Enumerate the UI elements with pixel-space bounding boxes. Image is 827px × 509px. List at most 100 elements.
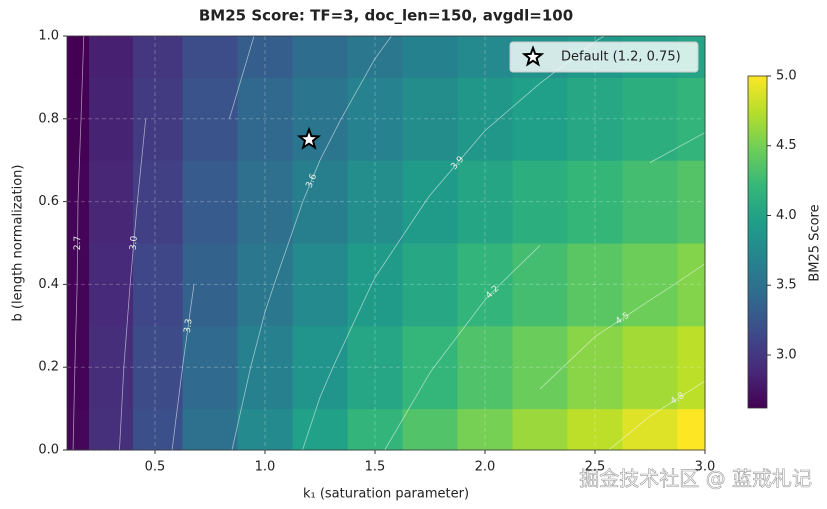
heat-cell [567,243,623,327]
heat-cell [402,408,458,451]
contour-line [137,118,147,202]
contour-line [649,284,675,301]
contour-line [123,284,131,368]
colorbar-tick-label: 4.0 [776,208,797,223]
contour-line [498,83,541,120]
heat-cell [402,243,458,327]
heat-cell [67,77,90,161]
x-tick-label: 2.0 [475,460,496,475]
colorbar-tick-label: 4.5 [776,138,797,153]
colorbar-label: BM25 Score [808,204,823,281]
heat-cell [457,77,513,161]
heat-cell [292,77,348,161]
heat-cell [457,36,513,78]
heat-cell [89,408,134,451]
contour-line [484,118,500,131]
colorbar-tick-label: 5.0 [776,69,797,84]
contour-line [171,367,183,450]
contour-line [384,372,431,450]
contour-line [231,367,252,450]
heat-cell [347,408,403,451]
contour-line [74,284,78,368]
contour-line [499,245,541,285]
contour-line [319,118,342,161]
y-tick-label: 0.8 [38,111,59,126]
heat-cell [567,325,623,410]
contour-line [608,415,651,450]
heat-cell [182,408,238,451]
heat-cell [237,36,293,78]
heatmap [67,36,706,451]
overlay: 2.7 3.03.33.63.94.24.54.8 [67,36,705,450]
heat-cell [457,160,513,244]
heat-cell [567,160,623,244]
heat-cell [677,408,706,451]
contour-line [250,311,266,368]
contour-line [182,284,195,368]
heat-cell [67,36,90,78]
watermark: 掘金技术社区 @ 蓝戒札记 [579,467,812,491]
heat-cell [237,77,293,161]
heat-cell [567,408,623,451]
heat-cell [182,243,238,327]
contour-line [302,397,321,450]
heat-cell [347,325,403,410]
heat-cell [182,325,238,410]
heat-cell [402,160,458,244]
heat-cell [567,77,623,161]
heat-cell [512,325,568,410]
heat-cell [512,243,568,327]
heat-cell [133,36,183,78]
heat-cell [133,325,183,410]
y-axis-label: b (length normalization) [11,165,26,322]
heat-cell [512,160,568,244]
colorbar-tick-label: 3.5 [776,278,797,293]
heat-cell [512,408,568,451]
heat-cell [622,77,678,161]
y-tick-label: 0.6 [38,194,59,209]
contour-line [425,194,431,202]
heat-cell [237,408,293,451]
contour-line [371,277,376,285]
chart-title: BM25 Score: TF=3, doc_len=150, avgdl=100 [199,7,573,25]
contour-line [129,201,138,285]
y-tick-label: 1.0 [38,29,59,44]
default-marker [296,126,322,150]
heat-cell [67,408,90,451]
heat-cell [89,77,134,161]
colorbar [747,75,768,409]
contour-line [80,36,85,119]
heat-cell [133,408,183,451]
y-tick-label: 0.0 [38,443,59,458]
contour-line [594,299,651,338]
contour-line [429,366,435,373]
contour-line [433,299,486,368]
contour-line [374,201,426,278]
contour-line [273,201,304,285]
colorbar-tick-label: 3.0 [776,347,797,362]
heat-cell [237,325,293,410]
contour-line [340,58,376,119]
heat-cell [89,160,134,244]
heat-cell [402,77,458,161]
contour-line [264,284,275,313]
heat-cell [133,77,183,161]
x-tick-label: 2.5 [585,460,606,475]
contour-line [119,367,125,450]
heat-cell [237,160,293,244]
heat-cell [89,36,134,78]
heat-cell [457,325,513,410]
legend-marker [521,45,545,67]
heat-cell [622,408,678,451]
contour-line [332,284,372,368]
contour-line [429,130,486,196]
legend: Default (1.2, 0.75) [509,41,699,73]
contour-label: 2.7 [73,236,83,250]
heat-cell [677,77,706,161]
contour-label: 3.0 [129,235,140,250]
heat-cell [292,243,348,327]
contour-label: 3.3 [183,318,195,334]
legend-box [509,41,699,73]
y-tick-label: 0.4 [38,277,59,292]
